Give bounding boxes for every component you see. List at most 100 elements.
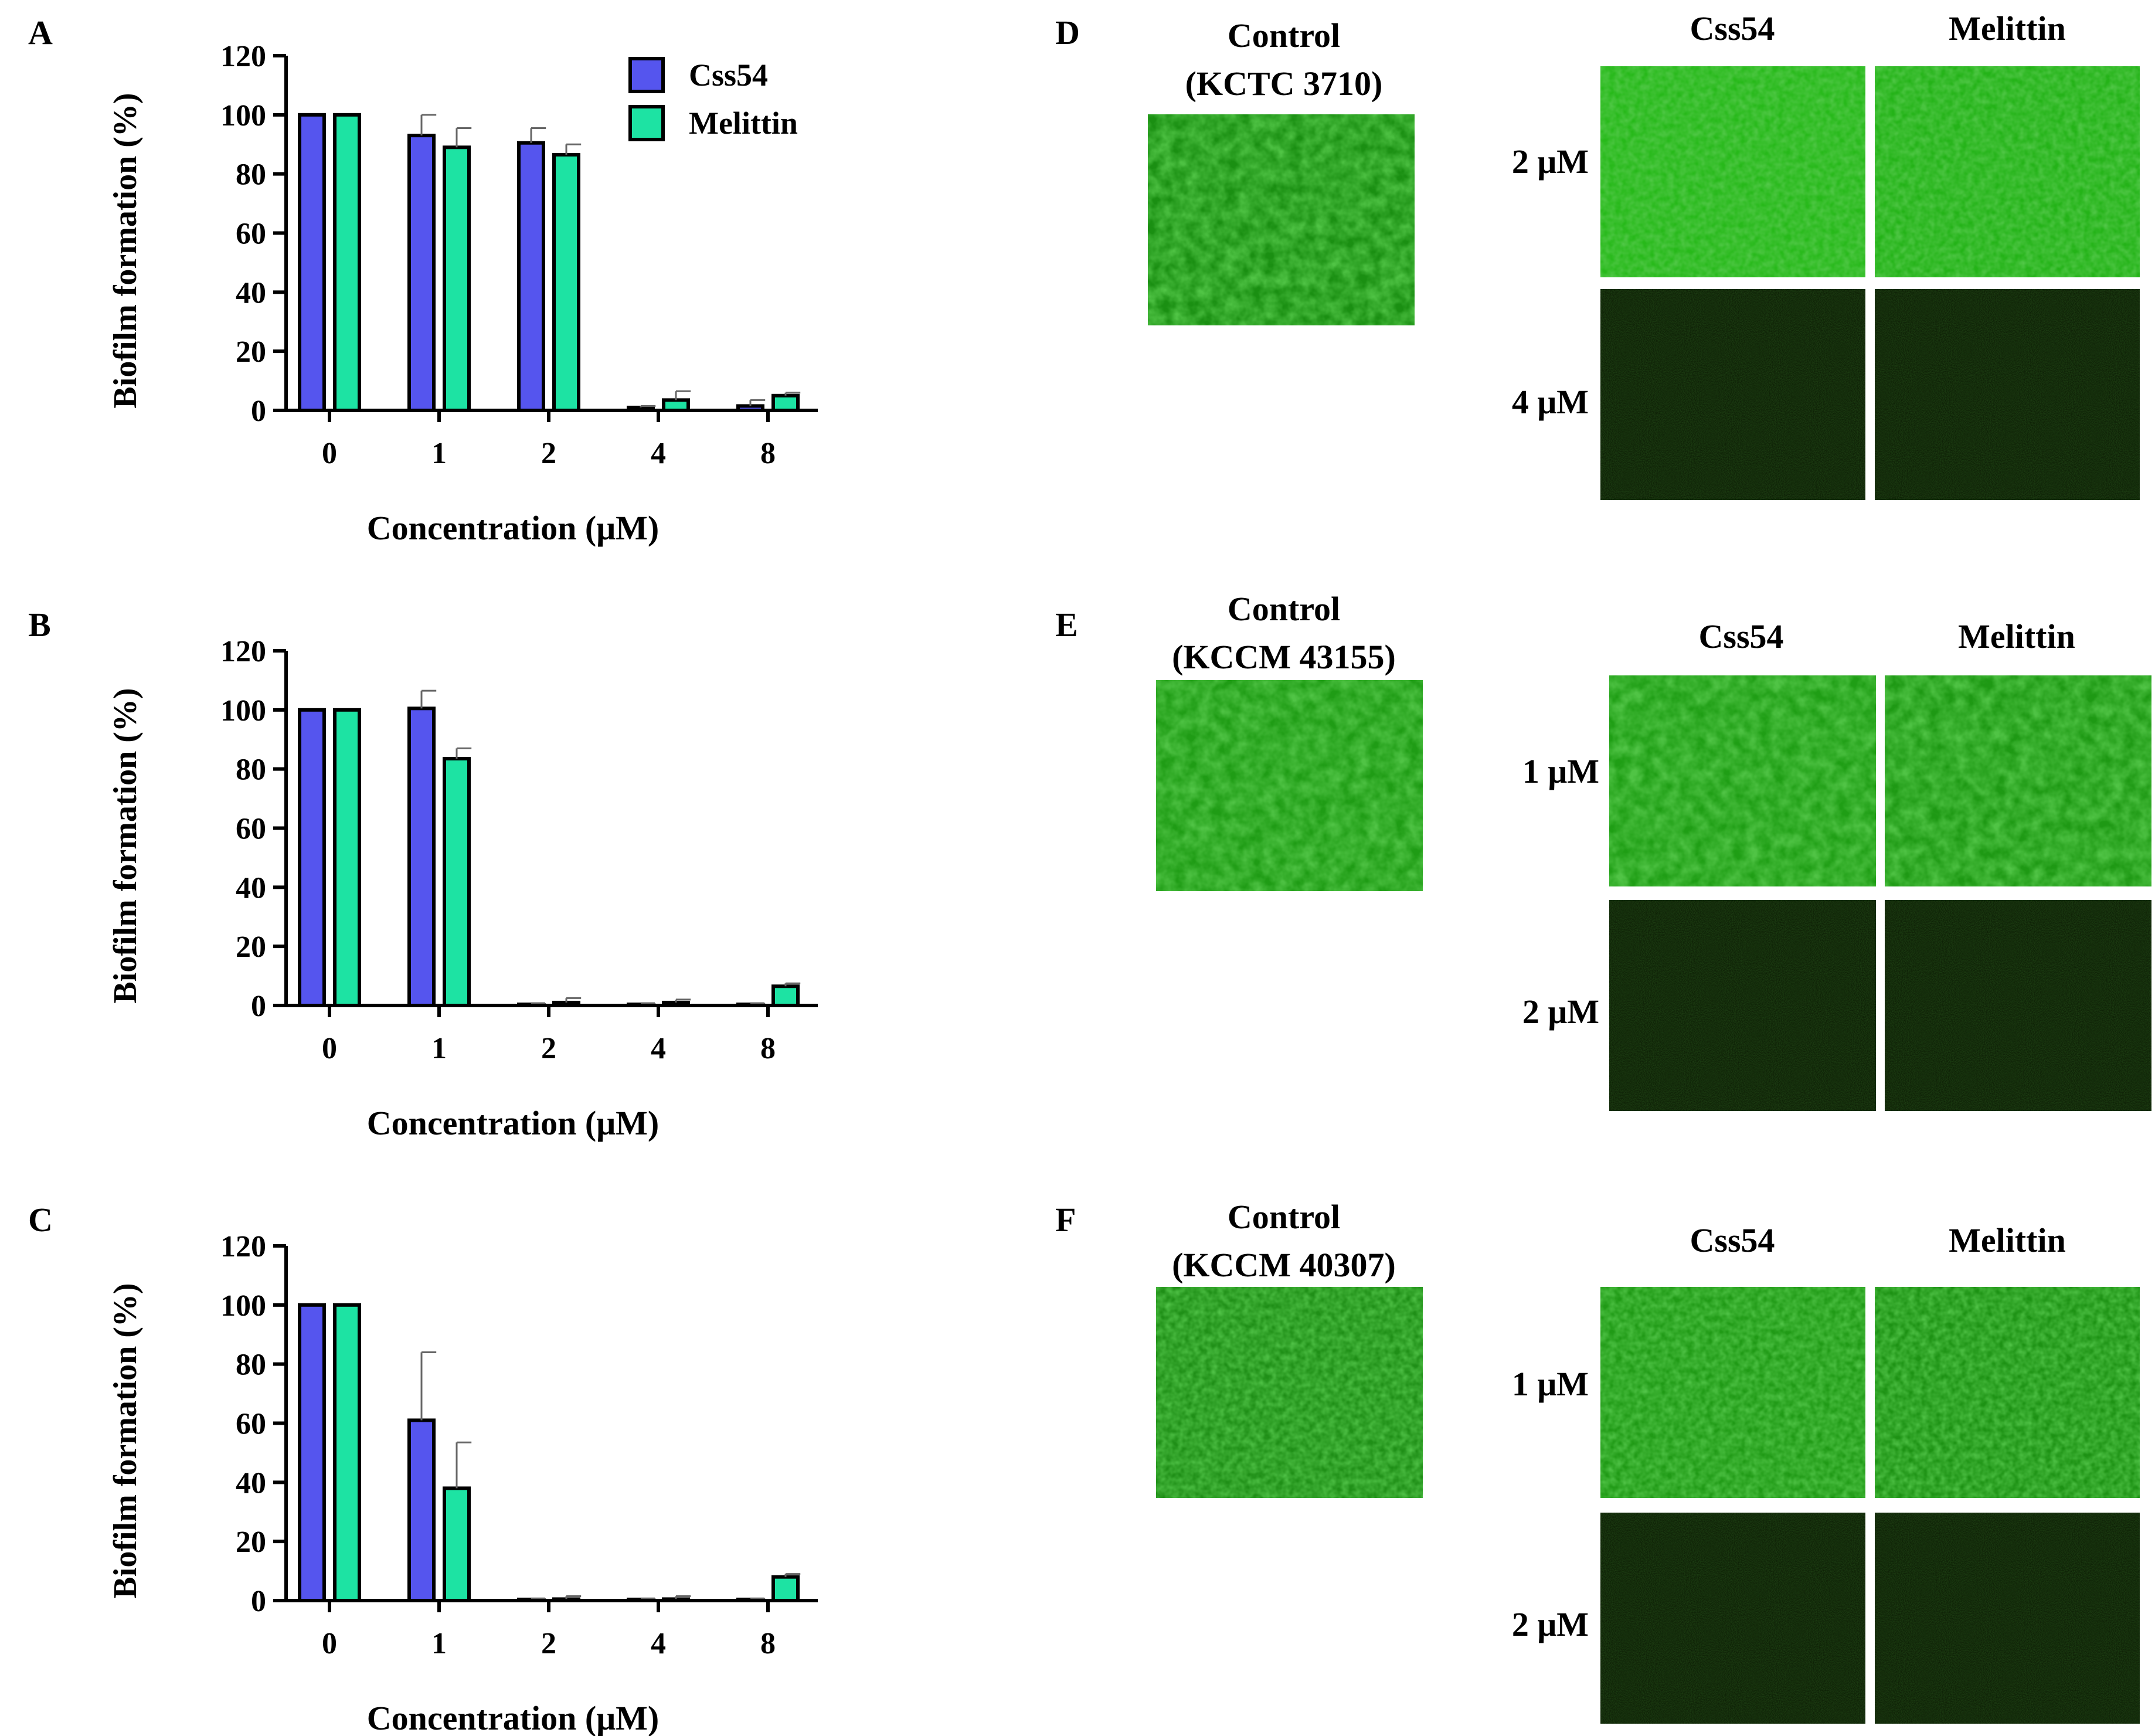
bar-a-melittin-8 <box>771 393 800 413</box>
micrograph-f-control-texture <box>1156 1287 1423 1498</box>
x-axis-title-a: Concentration (μM) <box>367 509 659 547</box>
control-label-f-line1: Control <box>1228 1198 1340 1236</box>
micrograph-f-css54-row2-texture <box>1600 1513 1865 1724</box>
row-label-d-2: 4 μM <box>1512 383 1589 421</box>
row-label-f-2: 2 μM <box>1512 1605 1589 1643</box>
bar-b-css54-1 <box>407 706 436 1007</box>
panel-letter-e: E <box>1055 606 1078 644</box>
y-tick-label-a: 100 <box>220 99 266 133</box>
legend-label-css54: Css54 <box>689 57 768 93</box>
y-tick-label-c: 40 <box>236 1466 266 1500</box>
control-label-e-line1: Control <box>1228 590 1340 628</box>
x-tick-label-a: 0 <box>322 437 337 470</box>
panel-letter-d: D <box>1055 13 1080 52</box>
legend: Css54 Melittin <box>628 57 798 141</box>
y-tick-label-b: 20 <box>236 930 266 964</box>
legend-swatch-css54 <box>628 57 665 93</box>
x-tick-label-c: 1 <box>431 1627 447 1660</box>
x-tick-label-a: 1 <box>431 437 447 470</box>
micrograph-e-css54-row1-texture <box>1609 675 1876 886</box>
column-label-e-melittin: Melittin <box>1958 617 2075 655</box>
y-tick-label-c: 0 <box>251 1585 266 1618</box>
bar-a-melittin-2 <box>552 152 580 412</box>
y-tick-label-a: 80 <box>236 158 266 192</box>
micrograph-f-css54-row1-texture <box>1600 1287 1865 1498</box>
x-tick-label-b: 0 <box>322 1032 337 1065</box>
y-tick-label-a: 0 <box>251 395 266 428</box>
y-axis-title-b: Biofilm formation (%) <box>107 688 144 1003</box>
panel-d: D Control (KCTC 3710) Css54 Melittin 2 μ… <box>1055 9 2140 500</box>
bar-c-melittin-1 <box>443 1486 471 1603</box>
y-tick-label-b: 40 <box>236 871 266 905</box>
micrograph-d-css54-row1-texture <box>1600 66 1865 277</box>
x-tick-label-b: 1 <box>431 1032 447 1065</box>
bar-a-melittin-1 <box>443 145 471 413</box>
y-tick-label-b: 0 <box>251 990 266 1023</box>
micrograph-d-control-texture <box>1148 114 1415 325</box>
y-tick-label-b: 80 <box>236 753 266 787</box>
legend-label-melittin: Melittin <box>689 106 798 141</box>
panel-letter-b: B <box>28 606 51 644</box>
control-label-d-line1: Control <box>1228 16 1340 55</box>
bar-c-css54-1 <box>407 1418 436 1602</box>
panel-b: B 0 20 40 60 80 100 120 0 1 2 4 8 Concentration (μM)… <box>28 606 818 1142</box>
bar-c-melittin-0 <box>333 1303 361 1602</box>
y-tick-label-c: 120 <box>220 1230 266 1263</box>
y-tick-label-b: 120 <box>220 635 266 668</box>
panel-letter-c: C <box>28 1201 53 1239</box>
micrograph-e-css54-row2-texture <box>1609 900 1876 1111</box>
panel-f: F Control (KCCM 40307) Css54 Melittin 1 … <box>1055 1198 2140 1724</box>
column-label-f-melittin: Melittin <box>1949 1221 2066 1259</box>
panel-e: E Control (KCCM 43155) Css54 Melittin 1 … <box>1055 590 2151 1111</box>
y-tick-label-b: 100 <box>220 694 266 728</box>
x-tick-label-a: 8 <box>760 437 776 470</box>
x-tick-label-a: 4 <box>651 437 666 470</box>
control-label-d-line2: (KCTC 3710) <box>1185 64 1383 103</box>
x-tick-label-b: 2 <box>541 1032 556 1065</box>
panel-letter-f: F <box>1055 1201 1076 1239</box>
column-label-f-css54: Css54 <box>1690 1221 1775 1259</box>
bar-b-melittin-8 <box>771 984 800 1007</box>
bar-a-melittin-0 <box>333 113 361 412</box>
x-tick-label-c: 4 <box>651 1627 666 1660</box>
panel-a: A 0 20 40 60 80 100 120 0 1 2 4 8 Concentration (μM)… <box>28 13 818 547</box>
y-tick-label-a: 120 <box>220 40 266 73</box>
y-axis-title-a: Biofilm formation (%) <box>107 93 144 408</box>
x-axis-title-b: Concentration (μM) <box>367 1104 659 1142</box>
chart-c: 0 20 40 60 80 100 120 0 1 2 4 8 Concentration (μM) Bi… <box>107 1230 818 1736</box>
y-tick-label-a: 20 <box>236 335 266 369</box>
micrograph-f-melittin-row2-texture <box>1875 1513 2140 1724</box>
micrograph-e-melittin-row2-texture <box>1885 900 2151 1111</box>
bar-a-css54-2 <box>517 141 545 413</box>
x-axis-title-c: Concentration (μM) <box>367 1699 659 1736</box>
y-tick-label-a: 60 <box>236 218 266 251</box>
x-tick-label-c: 8 <box>760 1627 776 1660</box>
y-axis-title-c: Biofilm formation (%) <box>107 1283 144 1598</box>
chart-b: 0 20 40 60 80 100 120 0 1 2 4 8 Concentration (μM) Bi… <box>107 635 818 1142</box>
y-tick-label-c: 80 <box>236 1348 266 1382</box>
x-tick-label-b: 4 <box>651 1032 666 1065</box>
control-label-e-line2: (KCCM 43155) <box>1172 638 1396 676</box>
row-label-f-1: 1 μM <box>1512 1365 1589 1403</box>
bar-c-melittin-8 <box>771 1575 800 1603</box>
micrograph-e-control-texture <box>1156 680 1423 891</box>
micrograph-d-css54-row2-texture <box>1600 289 1865 500</box>
y-tick-label-b: 60 <box>236 813 266 846</box>
y-tick-label-c: 100 <box>220 1289 266 1323</box>
y-tick-label-a: 40 <box>236 276 266 310</box>
legend-swatch-melittin <box>628 105 665 141</box>
panel-c: C 0 20 40 60 80 100 120 0 1 2 4 8 Concentration (μM)… <box>28 1201 818 1736</box>
x-tick-label-a: 2 <box>541 437 556 470</box>
micrograph-d-melittin-row1-texture <box>1875 66 2140 277</box>
column-label-d-melittin: Melittin <box>1949 9 2066 47</box>
column-label-e-css54: Css54 <box>1698 617 1783 655</box>
row-label-d-1: 2 μM <box>1512 142 1589 181</box>
y-tick-label-c: 20 <box>236 1526 266 1559</box>
x-tick-label-c: 0 <box>322 1627 337 1660</box>
column-label-d-css54: Css54 <box>1690 9 1775 47</box>
row-label-e-1: 1 μM <box>1522 752 1599 790</box>
control-label-f-line2: (KCCM 40307) <box>1172 1246 1396 1284</box>
micrograph-f-melittin-row1-texture <box>1875 1287 2140 1498</box>
chart-a: 0 20 40 60 80 100 120 0 1 2 4 8 Concentration (μM) Bi… <box>107 40 818 547</box>
